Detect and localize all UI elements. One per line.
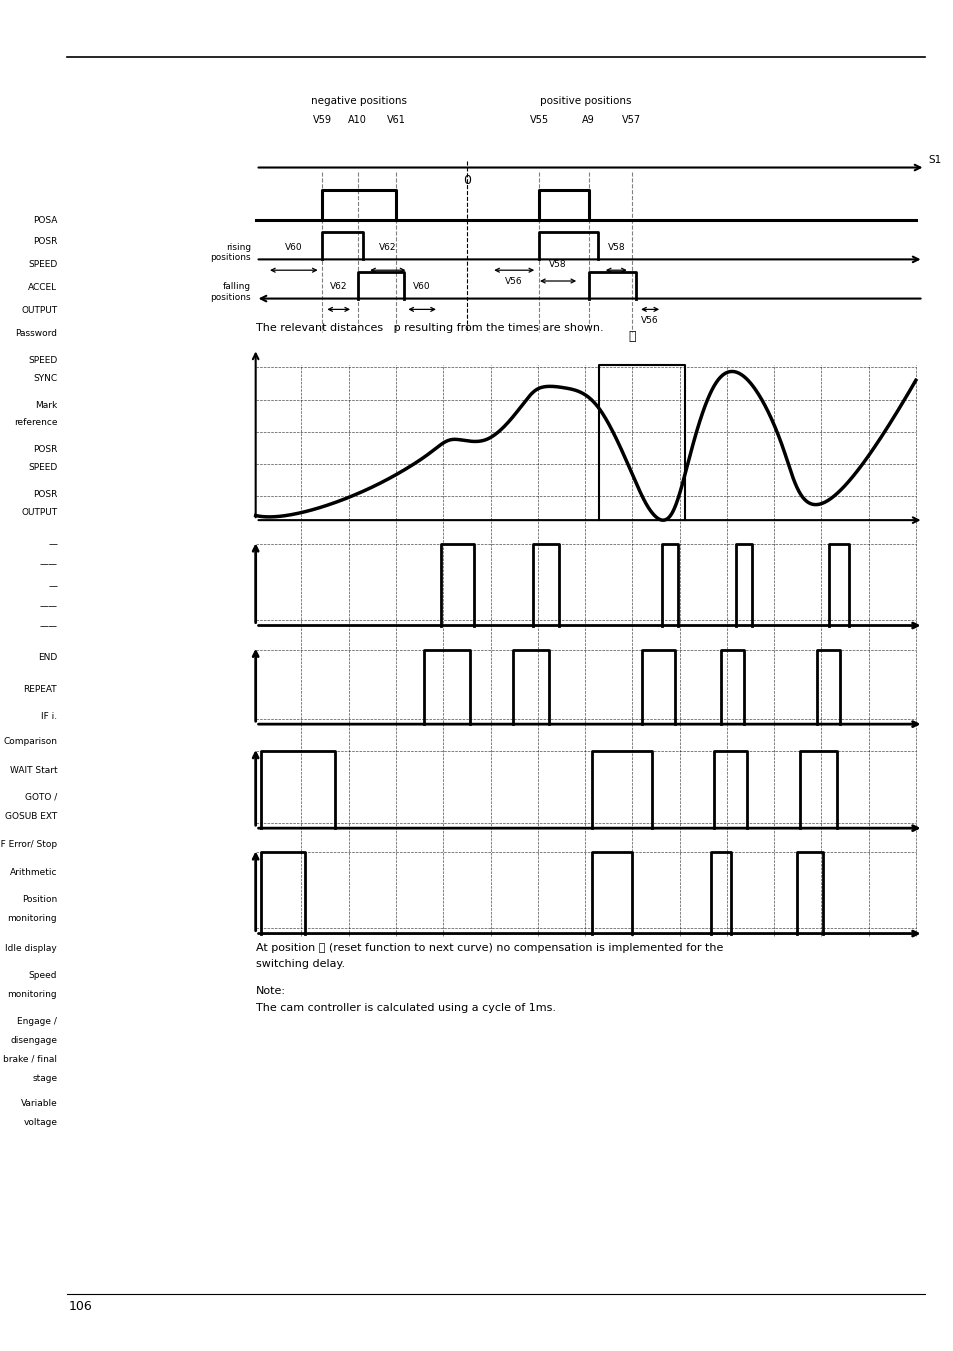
Text: 0: 0	[463, 174, 471, 186]
Text: Mark: Mark	[35, 401, 57, 409]
Text: ——: ——	[39, 603, 57, 611]
Text: V57: V57	[621, 115, 640, 124]
Text: Speed: Speed	[29, 971, 57, 979]
Text: monitoring: monitoring	[8, 915, 57, 923]
Text: GOTO /: GOTO /	[25, 793, 57, 801]
Text: positive positions: positive positions	[539, 96, 630, 105]
Text: V62: V62	[378, 243, 396, 251]
Text: GOSUB EXT: GOSUB EXT	[5, 812, 57, 820]
Text: SPEED: SPEED	[28, 463, 57, 471]
Text: At position ⓑ (reset function to next curve) no compensation is implemented for : At position ⓑ (reset function to next cu…	[255, 943, 722, 952]
Text: —: —	[49, 582, 57, 590]
Text: stage: stage	[32, 1074, 57, 1082]
Text: monitoring: monitoring	[8, 990, 57, 998]
Text: Engage /: Engage /	[17, 1017, 57, 1025]
Text: SYNC: SYNC	[33, 374, 57, 382]
Text: rising
positions: rising positions	[210, 243, 251, 262]
Text: V60: V60	[413, 282, 431, 290]
Text: SPEED: SPEED	[28, 357, 57, 365]
Text: negative positions: negative positions	[311, 96, 407, 105]
Text: ——: ——	[39, 623, 57, 631]
Text: V59: V59	[313, 115, 332, 124]
Text: POSR: POSR	[32, 446, 57, 454]
Text: IF Error/ Stop: IF Error/ Stop	[0, 840, 57, 848]
Text: OUTPUT: OUTPUT	[21, 508, 57, 516]
Text: reference: reference	[13, 419, 57, 427]
Text: V58: V58	[549, 261, 566, 269]
Text: Arithmetic: Arithmetic	[10, 869, 57, 877]
Text: 106: 106	[69, 1301, 92, 1313]
Text: ——: ——	[39, 561, 57, 569]
Text: disengage: disengage	[10, 1036, 57, 1044]
Text: Idle display: Idle display	[6, 944, 57, 952]
Text: WAIT Start: WAIT Start	[10, 766, 57, 774]
Text: V56: V56	[505, 277, 522, 285]
Text: V56: V56	[640, 316, 659, 324]
Text: A10: A10	[348, 115, 367, 124]
Text: END: END	[38, 654, 57, 662]
Text: falling
positions: falling positions	[210, 282, 251, 301]
Text: V55: V55	[529, 115, 548, 124]
Text: ACCEL: ACCEL	[28, 284, 57, 292]
Text: V58: V58	[607, 243, 624, 251]
Text: voltage: voltage	[23, 1119, 57, 1127]
Text: IF i.: IF i.	[41, 712, 57, 720]
Text: A9: A9	[581, 115, 595, 124]
Text: OUTPUT: OUTPUT	[21, 307, 57, 315]
Text: Password: Password	[15, 330, 57, 338]
Text: POSR: POSR	[32, 238, 57, 246]
Text: Variable: Variable	[20, 1100, 57, 1108]
Text: switching delay.: switching delay.	[255, 959, 344, 969]
Text: Comparison: Comparison	[3, 738, 57, 746]
Text: V60: V60	[285, 243, 302, 251]
Text: POSA: POSA	[32, 216, 57, 224]
Text: REPEAT: REPEAT	[24, 685, 57, 693]
Text: Note:: Note:	[255, 986, 285, 996]
Text: SPEED: SPEED	[28, 261, 57, 269]
Text: brake / final: brake / final	[3, 1055, 57, 1063]
Text: ⓑ: ⓑ	[628, 331, 635, 343]
Text: Position: Position	[22, 896, 57, 904]
Text: —: —	[49, 540, 57, 549]
Text: V61: V61	[386, 115, 405, 124]
Text: POSR: POSR	[32, 490, 57, 499]
Text: The relevant distances   p resulting from the times are shown.: The relevant distances p resulting from …	[255, 323, 602, 332]
Text: The cam controller is calculated using a cycle of 1ms.: The cam controller is calculated using a…	[255, 1002, 555, 1012]
Text: S1: S1	[927, 155, 941, 165]
Text: V62: V62	[330, 282, 347, 290]
